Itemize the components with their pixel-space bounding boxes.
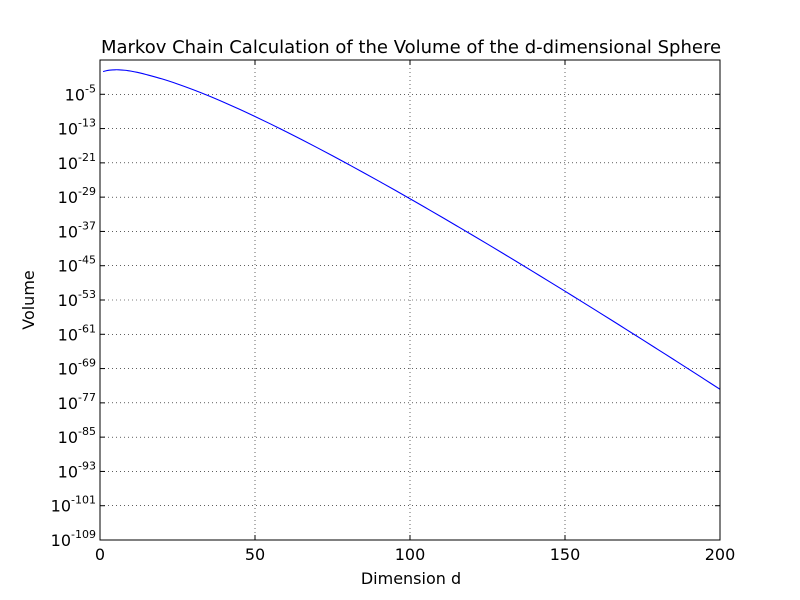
y-tick-label: 10-69 [58,357,96,379]
x-tick-label: 50 [245,545,265,564]
x-tick-label: 100 [395,545,426,564]
y-tick-label: 10-45 [58,254,96,276]
x-tick-labels: 0 50 100 150 200 [95,545,735,564]
y-axis-label: Volume [19,270,38,330]
y-tick-label: 10-13 [58,117,96,139]
y-tick-label: 10-61 [58,322,96,344]
y-tick-labels: 10-5 10-13 10-21 10-29 10-37 10-45 10-53 10-61 1… [51,82,96,550]
x-axis-label: Dimension d [361,569,461,588]
y-tick-label: 10-37 [58,219,96,241]
series-layer [102,69,720,390]
y-tick-label: 10-85 [58,425,96,447]
x-tick-label: 0 [95,545,105,564]
y-tick-label: 10-77 [58,391,96,413]
y-tick-label: 10-109 [51,528,96,550]
y-tick-label: 10-93 [58,459,96,481]
grid-lines [100,60,720,540]
tick-marks [99,60,721,541]
y-tick-label: 10-5 [65,82,96,104]
y-tick-label: 10-21 [58,151,96,173]
y-tick-label: 10-29 [58,185,96,207]
y-tick-label: 10-53 [58,288,96,310]
x-tick-label: 200 [705,545,736,564]
chart-title: Markov Chain Calculation of the Volume o… [101,37,721,58]
y-tick-label: 10-101 [51,494,96,516]
series-line [102,69,720,390]
x-tick-label: 150 [550,545,581,564]
